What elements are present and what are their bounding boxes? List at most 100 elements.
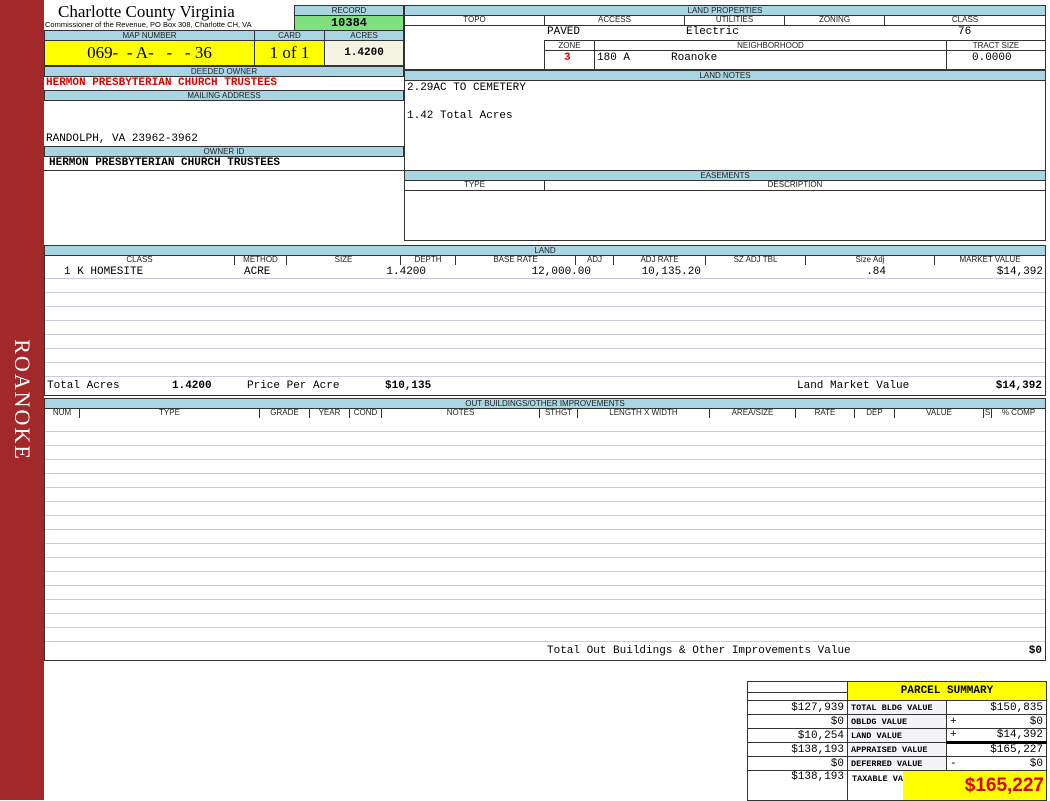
summary-label: OBLDG VALUE (847, 714, 947, 729)
land-col-header: DEPTH (401, 255, 456, 265)
tract-size-value: 0.0000 (972, 52, 1012, 64)
county-subtitle: Commissioner of the Revenue, PO Box 308,… (45, 20, 252, 29)
zone-value: 3 (564, 52, 571, 64)
summary-prior: $10,254 (747, 728, 848, 743)
summary-row: $10,254 LAND VALUE + $14,392 (747, 728, 1047, 743)
neighborhood-name: Roanoke (671, 52, 718, 64)
owner-id: HERMON PRESBYTERIAN CHURCH TRUSTEES (44, 156, 404, 171)
taxable-label: TAXABLE VALUE (852, 774, 919, 784)
neighborhood-label: NEIGHBORHOOD (595, 41, 947, 50)
land-rows: 1 K HOMESITE ACRE 1.4200 12,000.00 10,135.20… (44, 265, 1046, 279)
summary-prior: $138,193 (747, 742, 848, 757)
taxable-prior: $138,193 (747, 770, 848, 801)
acres-value: 1.4200 (324, 40, 404, 66)
land-col-header: SIZE (287, 255, 401, 265)
summary-row: $138,193 APPRAISED VALUE $165,227 (747, 741, 1047, 757)
summary-label: APPRAISED VALUE (847, 742, 947, 757)
summary-prior: $127,939 (747, 700, 848, 715)
outbuildings-table (44, 418, 1046, 661)
outbuilding-col-header: NOTES (382, 408, 540, 418)
taxable-value: $165,227 (903, 771, 1046, 800)
land-totals-row: Total Acres 1.4200 Price Per Acre $10,13… (44, 378, 1046, 396)
summary-label: LAND VALUE (847, 728, 947, 743)
utilities-label: UTILITIES (685, 15, 785, 25)
land-properties-headers: TOPO ACCESS UTILITIES ZONING CLASS (404, 15, 1046, 26)
deeded-owner: HERMON PRESBYTERIAN CHURCH TRUSTEES (46, 77, 278, 89)
price-per-acre: $10,135 (385, 380, 432, 392)
sidebar-label: ROANOKE (10, 339, 35, 461)
easements-headers: TYPE DESCRIPTION (404, 180, 1046, 191)
outbuilding-col-header: YEAR (310, 408, 350, 418)
zoning-label: ZONING (785, 15, 885, 25)
land-col-header: ADJ RATE (614, 255, 706, 265)
land-cell-market-value: $14,392 (996, 266, 1043, 278)
land-col-header: Size Adj (806, 255, 935, 265)
mailing-address-label: MAILING ADDRESS (44, 90, 404, 101)
land-market-value: $14,392 (995, 380, 1042, 392)
total-acres-label: Total Acres (47, 380, 120, 392)
easement-description-label: DESCRIPTION (767, 180, 823, 189)
tract-size-label: TRACT SIZE (972, 41, 1020, 50)
summary-label: DEFERRED VALUE (847, 756, 947, 771)
owner-id-label: OWNER ID (44, 146, 404, 157)
summary-value: $150,835 (990, 701, 1043, 714)
deeded-owner-label: DEEDED OWNER (44, 66, 404, 77)
summary-value: $165,227 (990, 744, 1043, 756)
zone-label: ZONE (545, 41, 595, 50)
outbuilding-col-header: S (984, 408, 992, 418)
land-note-line: 2.29AC TO CEMETERY (407, 82, 526, 94)
summary-value: $14,392 (996, 729, 1043, 741)
land-cell-adj-rate: 10,135.20 (641, 266, 701, 278)
outbuildings-total: $0 (1028, 645, 1042, 657)
summary-row: $127,939 TOTAL BLDG VALUE $150,835 (747, 700, 1047, 715)
outbuilding-col-header: % COMP (1001, 408, 1036, 417)
summary-value: $0 (1029, 757, 1043, 770)
land-properties-title: LAND PROPERTIES (404, 5, 1046, 16)
easement-type-label: TYPE (405, 180, 545, 190)
summary-label: TOTAL BLDG VALUE (847, 700, 947, 715)
outbuilding-col-header: RATE (796, 408, 855, 418)
topo-label: TOPO (405, 15, 545, 25)
summary-row: $0 DEFERRED VALUE - $0 (747, 756, 1047, 771)
outbuilding-col-header: AREA/SIZE (710, 408, 796, 418)
land-col-header: METHOD (235, 255, 287, 265)
land-col-header: ADJ (576, 255, 614, 265)
map-number: 069- - A- - - 36 (44, 40, 255, 66)
summary-prior: $0 (747, 756, 848, 771)
land-col-header: CLASS (45, 255, 235, 265)
land-col-header: MARKET VALUE (959, 255, 1021, 264)
summary-row: $0 OBLDG VALUE + $0 (747, 714, 1047, 729)
summary-operator: - (950, 757, 957, 770)
county-title: Charlotte County Virginia (58, 2, 235, 21)
land-col-header: BASE RATE (456, 255, 576, 265)
land-cell-size: 1.4200 (386, 266, 426, 278)
summary-value: $0 (1029, 715, 1043, 728)
land-cell-base-rate: 12,000.00 (531, 266, 591, 278)
outbuilding-col-header: VALUE (895, 408, 984, 418)
summary-prior: $0 (747, 714, 848, 729)
sidebar: ROANOKE (0, 0, 44, 800)
easements-box (404, 190, 1046, 241)
land-col-header: SZ ADJ TBL (706, 255, 806, 265)
land-cell-method: ACRE (244, 266, 271, 278)
land-title: LAND (44, 245, 1046, 256)
land-table (44, 265, 1046, 396)
price-per-acre-label: Price Per Acre (247, 380, 340, 392)
parcel-summary: PARCEL SUMMARY $127,939 TOTAL BLDG VALUE $… (747, 681, 1047, 801)
outbuilding-col-header: STHGT (540, 408, 578, 418)
mailing-address: RANDOLPH, VA 23962-3962 (46, 133, 198, 145)
neighborhood-code: 180 A (597, 52, 631, 64)
land-cell-class: 1 K HOMESITE (64, 266, 144, 278)
outbuilding-col-header: LENGTH X WIDTH (578, 408, 710, 418)
easements-title: EASEMENTS (404, 170, 1046, 181)
record-number: 10384 (294, 15, 404, 31)
land-note-line: 1.42 Total Acres (407, 110, 513, 122)
outbuilding-col-header: TYPE (80, 408, 260, 418)
total-acres: 1.4200 (172, 380, 212, 392)
outbuilding-col-header: DEP (855, 408, 895, 418)
access-value: PAVED (547, 26, 581, 38)
land-row: 1 K HOMESITE ACRE 1.4200 12,000.00 10,135.20… (44, 265, 1046, 279)
class-value: 76 (958, 26, 972, 38)
outbuildings-title: OUT BUILDINGS/OTHER IMPROVEMENTS (44, 398, 1046, 409)
access-label: ACCESS (545, 15, 685, 25)
